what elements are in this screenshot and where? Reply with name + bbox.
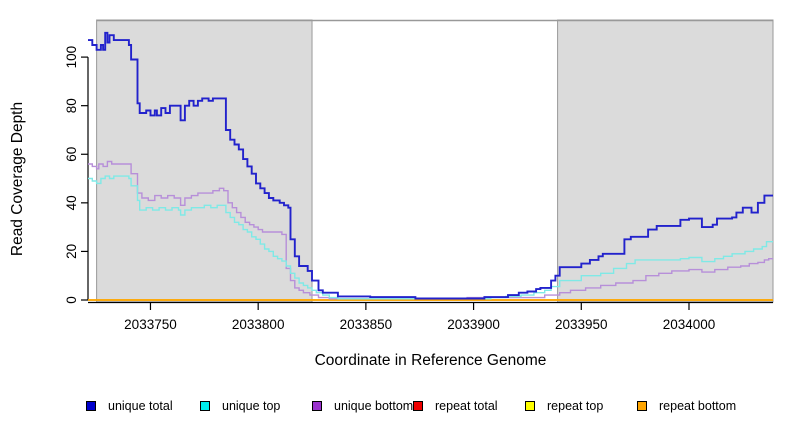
x-tick-label: 2033750 — [124, 317, 177, 332]
series-line-unique-total — [88, 31, 773, 300]
legend-item-unique-top: unique top — [200, 398, 280, 414]
legend-item-unique-bottom: unique bottom — [312, 398, 413, 414]
x-tick-label: 2034000 — [663, 317, 716, 332]
legend-label: unique top — [222, 399, 281, 413]
y-tick-label: 80 — [64, 98, 79, 113]
legend-swatch-icon — [525, 401, 535, 411]
legend-swatch-icon — [312, 401, 322, 411]
series-line-unique-bottom — [88, 160, 773, 300]
legend-label: unique total — [108, 399, 173, 413]
shaded-region-right — [557, 19, 774, 303]
shaded-regions — [96, 19, 774, 303]
x-tick-label: 2033900 — [447, 317, 500, 332]
legend-label: unique bottom — [334, 399, 414, 413]
legend-item-repeat-top: repeat top — [525, 398, 603, 414]
legend-item-repeat-total: repeat total — [413, 398, 498, 414]
legend-swatch-icon — [200, 401, 210, 411]
legend-item-unique-total: unique total — [86, 398, 173, 414]
legend-label: repeat top — [547, 399, 604, 413]
legend-label: repeat total — [435, 399, 498, 413]
y-tick-label: 0 — [64, 296, 79, 304]
series-lines — [88, 31, 773, 301]
legend-item-repeat-bottom: repeat bottom — [637, 398, 736, 414]
y-tick-label: 100 — [64, 46, 79, 69]
legend-swatch-icon — [86, 401, 96, 411]
y-axis-title: Read Coverage Depth — [9, 101, 26, 257]
y-tick-label: 60 — [64, 147, 79, 162]
y-tick-label: 40 — [64, 195, 79, 210]
legend-swatch-icon — [413, 401, 423, 411]
x-axis-title: Coordinate in Reference Genome — [314, 352, 547, 369]
x-tick-label: 2033950 — [555, 317, 608, 332]
legend-swatch-icon — [637, 401, 647, 411]
shaded-region-left — [96, 19, 313, 303]
tick-labels: 0 20 40 60 80 100 2033750 2033800 2033850 2033900… — [64, 46, 715, 332]
series-line-unique-top — [88, 175, 773, 300]
y-tick-label: 20 — [64, 244, 79, 259]
x-tick-label: 2033800 — [232, 317, 285, 332]
legend-label: repeat bottom — [659, 399, 737, 413]
legend: unique total unique top unique bottom repea… — [0, 398, 792, 418]
x-tick-label: 2033850 — [340, 317, 393, 332]
